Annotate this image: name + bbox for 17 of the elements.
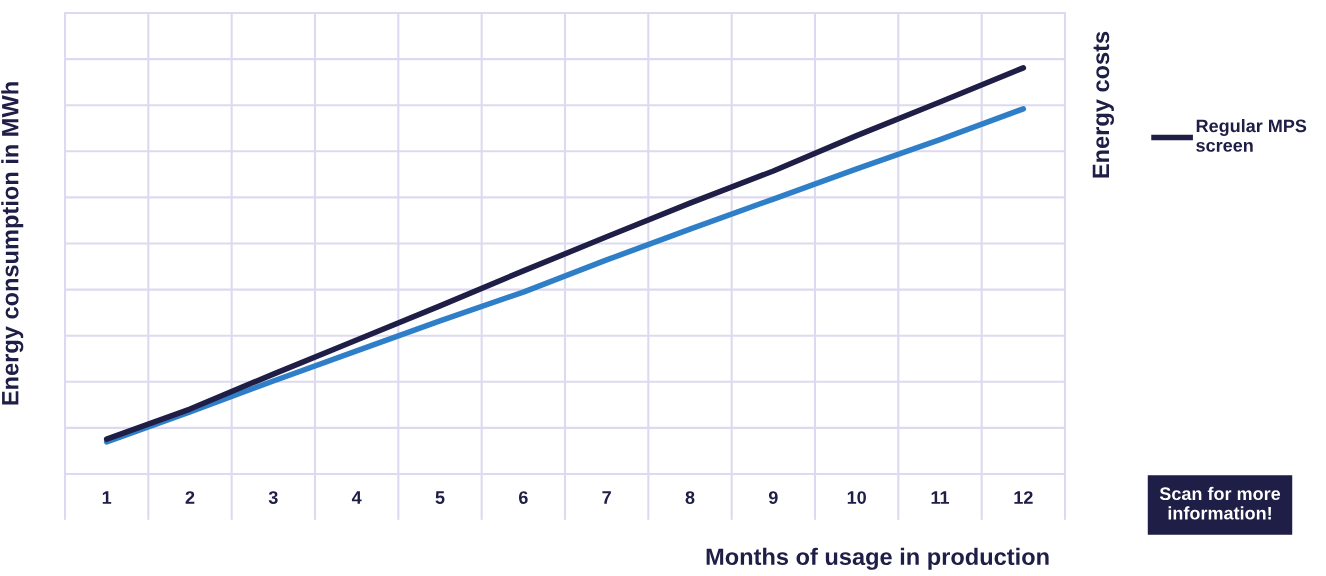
x-tick-label: 11: [931, 491, 950, 504]
legend-label: Regular MPS screen: [1196, 119, 1307, 152]
text: Scan for more information!: [1159, 486, 1281, 520]
x-tick-label: 12: [1014, 491, 1033, 504]
x-tick-label: 4: [351, 491, 362, 504]
x-tick-label: 1: [102, 491, 112, 504]
x-tick-label: 10: [847, 491, 866, 504]
y2-axis-title: Energy costs: [1092, 31, 1115, 178]
x-axis-title: Months of usage in production: [706, 547, 1049, 570]
x-tick-label: 5: [435, 491, 445, 504]
x-tick-label: 3: [268, 491, 278, 504]
y-axis-title: Energy consumption in MWh: [1, 82, 24, 405]
x-tick-label: 9: [768, 491, 778, 504]
x-tick-label: 6: [518, 491, 528, 504]
x-tick-label: 8: [685, 491, 695, 504]
x-tick-label: 7: [602, 491, 611, 504]
x-tick-label: 2: [185, 491, 195, 504]
